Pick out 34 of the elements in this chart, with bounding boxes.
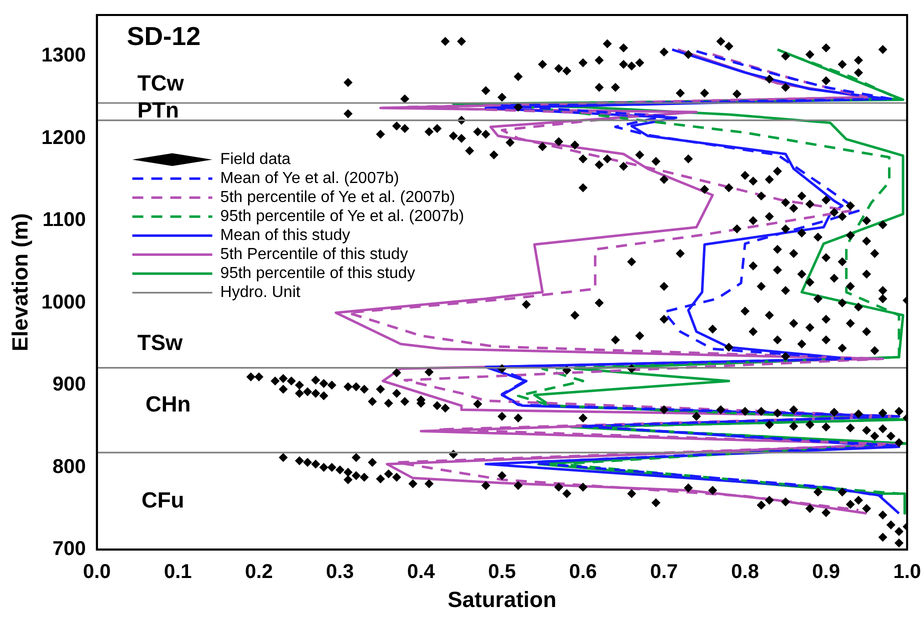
legend-label: Mean of this study [220,227,350,244]
y-tick-label: 1300 [41,44,86,67]
annotation: TCw [137,70,185,96]
legend-label: 95th percentile of this study [220,265,416,282]
x-tick-label: 0.6 [569,561,597,584]
legend-label: Mean of Ye et al. (2007b) [220,170,400,188]
x-tick-label: 0.3 [326,561,354,584]
x-tick-label: 1.0 [893,561,922,584]
x-tick-label: 0.7 [650,561,678,584]
y-axis-title: Elevation (m) [7,213,32,352]
y-tick-label: 800 [52,456,86,478]
legend-label: 95th percentile of Ye et al. (2007b) [220,208,464,226]
y-tick-label: 1100 [42,209,86,232]
annotation: TSw [137,330,184,355]
x-axis-title: Saturation [448,586,556,612]
x-tick-label: 0.5 [488,561,516,584]
legend-label: Hydro. Unit [220,284,301,302]
legend-label: 5th percentile of Ye et al. (2007b) [220,189,456,206]
y-tick-label: 1000 [41,291,86,314]
legend-label: 5th Percentile of this study [220,246,408,264]
chart-title: SD-12 [126,21,201,52]
y-tick-label: 900 [52,374,86,396]
x-tick-label: 0.4 [407,561,436,584]
annotation: PTn [137,97,179,122]
x-tick-label: 0.8 [731,561,759,584]
y-tick-label: 700 [52,538,86,560]
legend-label: Field data [220,151,291,168]
x-tick-label: 0.2 [245,561,273,584]
annotation: CFu [141,488,184,513]
x-tick-label: 0.1 [164,561,192,584]
y-tick-label: 1200 [41,126,86,149]
annotation: CHn [146,391,191,416]
x-tick-label: 0.9 [812,561,840,584]
x-tick-label: 0.0 [82,561,111,584]
